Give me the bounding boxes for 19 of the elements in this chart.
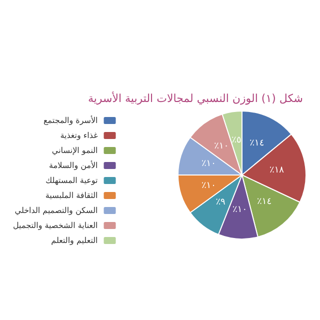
- data-label: ٪١٠: [232, 204, 248, 215]
- legend-label: التعليم والتعلم: [51, 236, 98, 245]
- data-label: ٪١٠: [201, 180, 216, 191]
- data-label: ٪١٤: [250, 138, 264, 148]
- data-label: ٪١٤: [257, 196, 272, 207]
- legend-label: العناية الشخصية والتجميل: [12, 221, 98, 230]
- data-label: ٪٥: [232, 135, 242, 146]
- legend-label: النمو الإنساني: [52, 146, 98, 155]
- legend-label: توعية المستهلك: [45, 176, 98, 185]
- data-label: ٪١٠: [201, 159, 216, 170]
- legend-label: السكن والتصميم الداخلي: [14, 206, 98, 215]
- legend-label: الثقافة الملبسية: [45, 191, 98, 200]
- chart-title: شكل (١) الوزن النسبي لمجالات التربية الأسرية: [88, 91, 304, 105]
- data-label: ٪١٠: [214, 142, 229, 152]
- legend-label: الأمن والسلامة: [49, 160, 98, 170]
- legend-label: غذاء وتغذية: [60, 131, 98, 140]
- data-label: ٪٩: [216, 198, 226, 208]
- legend-label: الأسرة والمجتمع: [44, 115, 98, 125]
- data-label: ٪١٨: [269, 166, 284, 176]
